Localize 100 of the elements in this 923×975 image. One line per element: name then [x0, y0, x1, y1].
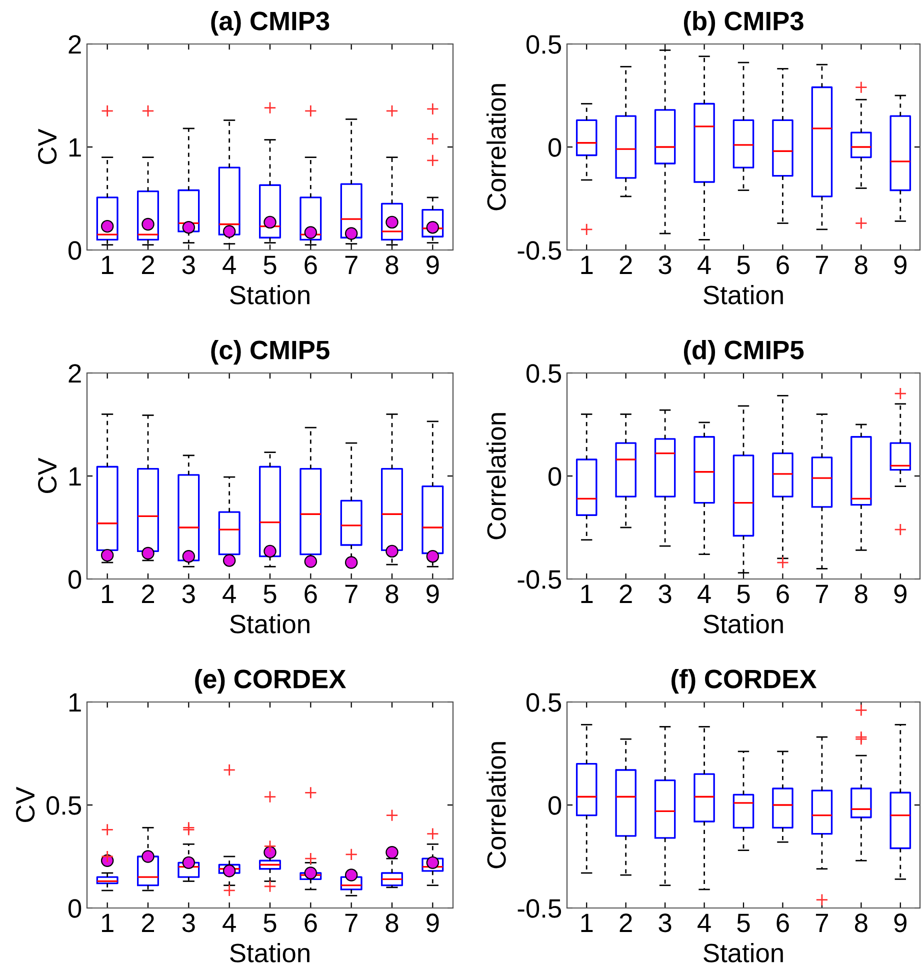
x-tick-label: 6 [776, 584, 789, 604]
chart-title: (e) CORDEX [195, 668, 346, 694]
point [264, 544, 276, 558]
x-axis-title: Station [230, 285, 310, 304]
y-tick-label: 2 [68, 364, 81, 383]
x-tick-label: 5 [264, 914, 276, 932]
x-axis-title: Station [230, 943, 310, 962]
x-tick-label: 5 [264, 584, 276, 604]
point [142, 218, 154, 231]
x-tick-label: 5 [737, 914, 750, 932]
y-tick-label: 0.5 [526, 364, 562, 383]
x-tick-label: 8 [854, 256, 868, 274]
point [344, 868, 358, 882]
point [264, 846, 276, 859]
x-tick-label: 6 [304, 256, 317, 274]
x-tick-label: 1 [581, 584, 593, 603]
x-tick-label: 8 [386, 584, 398, 604]
point [304, 866, 318, 880]
y-tick-label: -0.5 [518, 241, 562, 260]
x-tick-label: 7 [816, 914, 828, 932]
x-tick-label: 9 [894, 584, 906, 604]
y-tick-label: 0 [548, 138, 562, 157]
chart-title: (b) CMIP3 [684, 10, 804, 36]
point [222, 864, 236, 878]
x-tick-label: 8 [854, 584, 868, 604]
x-tick-label: 8 [386, 914, 398, 932]
y-axis-title: Correlation [486, 742, 506, 868]
point [344, 227, 358, 240]
point [222, 225, 236, 238]
x-tick-label: 4 [698, 914, 711, 932]
chart-title: (f) CORDEX [672, 668, 817, 694]
y-tick-label: 2 [68, 35, 81, 54]
x-tick-label: 3 [658, 914, 672, 932]
x-axis-title: Station [230, 614, 310, 634]
x-tick-label: 4 [698, 584, 711, 603]
point [142, 546, 154, 560]
x-tick-label: 2 [142, 256, 154, 274]
x-tick-label: 5 [737, 256, 750, 274]
point [182, 220, 196, 234]
y-tick-label: 0 [548, 467, 562, 486]
x-tick-label: 1 [581, 256, 593, 274]
y-tick-label: 0 [68, 570, 82, 589]
x-tick-label: 7 [345, 256, 358, 274]
y-tick-label: 0 [68, 899, 82, 918]
chart-title: (c) CMIP5 [211, 340, 330, 365]
x-tick-label: 7 [816, 256, 828, 274]
x-tick-label: 6 [304, 584, 317, 604]
y-tick-label: 1 [69, 138, 81, 157]
x-tick-label: 9 [426, 256, 439, 274]
point [142, 850, 154, 863]
x-tick-label: 6 [776, 914, 789, 932]
x-tick-label: 6 [304, 914, 317, 932]
y-axis-title: CV [38, 128, 57, 164]
point [222, 554, 236, 567]
x-tick-label: 1 [102, 256, 114, 274]
point [304, 555, 318, 568]
x-tick-label: 3 [182, 584, 195, 604]
x-tick-label: 7 [345, 914, 358, 932]
y-tick-label: 0.5 [46, 796, 82, 815]
y-tick-label: 0.5 [526, 35, 562, 54]
x-tick-label: 6 [776, 256, 789, 274]
point [182, 856, 196, 870]
x-tick-label: 3 [658, 584, 672, 604]
x-tick-label: 2 [620, 584, 632, 603]
x-tick-label: 4 [222, 584, 236, 603]
y-tick-label: 1 [69, 467, 81, 486]
x-tick-label: 1 [102, 914, 114, 932]
x-tick-label: 2 [142, 584, 154, 603]
y-axis-title: Correlation [486, 84, 506, 210]
x-tick-label: 4 [698, 256, 711, 274]
point [386, 544, 398, 558]
x-tick-label: 3 [182, 914, 195, 932]
x-tick-label: 7 [345, 584, 358, 603]
y-tick-label: -0.5 [518, 899, 562, 918]
y-tick-label: -0.5 [518, 570, 562, 589]
y-axis-title: CV [16, 786, 35, 822]
y-tick-label: 0 [548, 796, 562, 815]
x-tick-label: 1 [102, 584, 114, 603]
x-tick-label: 8 [854, 914, 868, 932]
point [264, 216, 276, 229]
x-tick-label: 1 [581, 914, 593, 932]
x-tick-label: 4 [222, 256, 236, 274]
chart-title: (d) CMIP5 [684, 340, 804, 365]
x-tick-label: 9 [894, 914, 906, 932]
point [100, 548, 114, 562]
x-tick-label: 8 [386, 256, 398, 274]
x-axis-title: Station [704, 285, 783, 304]
x-tick-label: 5 [737, 584, 750, 604]
x-tick-label: 3 [658, 256, 672, 274]
point [182, 550, 196, 563]
y-tick-label: 0.5 [526, 693, 562, 712]
x-tick-label: 5 [264, 256, 276, 274]
y-tick-label: 0 [68, 241, 82, 260]
x-tick-label: 2 [620, 914, 632, 932]
y-axis-title: Correlation [486, 413, 506, 540]
x-tick-label: 4 [222, 914, 236, 932]
point [344, 556, 358, 569]
point [426, 550, 440, 563]
x-tick-label: 9 [426, 914, 439, 932]
x-tick-label: 2 [620, 256, 632, 274]
